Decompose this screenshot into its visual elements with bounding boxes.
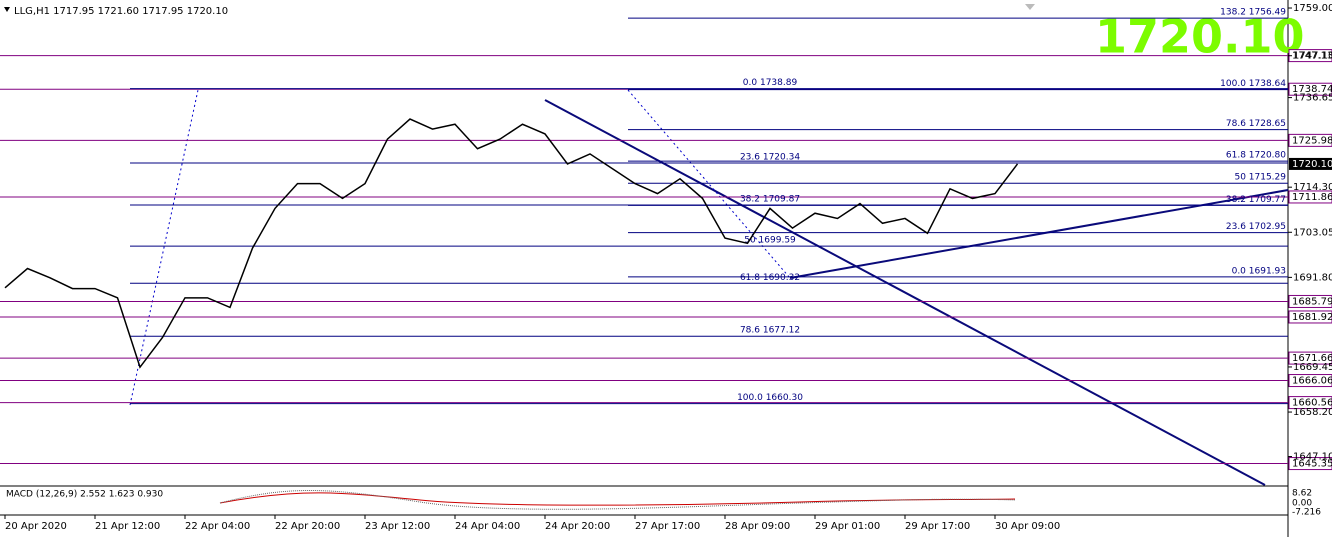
x-tick-label: 20 Apr 2020 xyxy=(5,521,67,532)
fib-label: 61.8 1720.80 xyxy=(1226,151,1286,161)
y-tick-label: 1647.10 xyxy=(1293,452,1332,463)
fib-label: 23.6 1720.34 xyxy=(740,152,800,162)
y-tick-label: 1669.45 xyxy=(1293,362,1332,373)
fib-anchor xyxy=(627,89,791,279)
fib-label: 38.2 1709.77 xyxy=(1226,195,1286,205)
x-tick-label: 30 Apr 09:00 xyxy=(995,521,1060,532)
y-tick-label: 1736.65 xyxy=(1293,93,1332,104)
macd-signal xyxy=(219,492,1016,506)
trend-line xyxy=(544,99,1266,486)
x-tick-label: 21 Apr 12:00 xyxy=(95,521,160,532)
fib-label: 100.0 1738.64 xyxy=(1220,79,1286,89)
y-tick-label: 1703.05 xyxy=(1293,227,1332,238)
level-box xyxy=(1288,190,1332,204)
level-label: 1681.92 xyxy=(1292,312,1332,323)
level-box xyxy=(1288,82,1332,96)
current-price-box xyxy=(1289,157,1332,170)
current-price-label: 1720.10 xyxy=(1292,159,1332,170)
level-label: 1660.56 xyxy=(1292,398,1332,409)
level-label: 1711.86 xyxy=(1292,192,1332,203)
fib-label: 100.0 1660.30 xyxy=(737,393,803,403)
macd-tick: 8.62 xyxy=(1292,489,1312,499)
fib-anchor xyxy=(129,89,199,406)
x-tick-label: 28 Apr 09:00 xyxy=(725,521,790,532)
level-label: 1738.74 xyxy=(1292,84,1332,95)
level-label: 1645.35 xyxy=(1292,459,1332,470)
level-box xyxy=(1288,457,1332,471)
y-tick-label: 1714.30 xyxy=(1293,182,1332,193)
y-tick-label: 1691.80 xyxy=(1293,272,1332,283)
level-box xyxy=(1288,133,1332,147)
price-line xyxy=(4,118,1019,369)
level-box xyxy=(1288,374,1332,388)
level-label: 1747.13 xyxy=(1292,51,1332,62)
fib-label: 0.0 1738.89 xyxy=(743,78,798,88)
level-label: 1685.79 xyxy=(1292,296,1332,307)
x-tick-label: 22 Apr 04:00 xyxy=(185,521,250,532)
level-box xyxy=(1288,294,1332,308)
level-label: 1671.66 xyxy=(1292,353,1332,364)
x-tick-label: 22 Apr 20:00 xyxy=(275,521,340,532)
fib-label: 50 1699.59 xyxy=(744,236,796,246)
chart-title: LLG,H1 1717.95 1721.60 1717.95 1720.10 xyxy=(14,6,228,17)
macd-tick: -7.216 xyxy=(1292,508,1321,518)
fib-label: 50 1715.29 xyxy=(1234,173,1286,183)
y-tick-label: 1759.00 xyxy=(1293,3,1332,14)
fib-label: 138.2 1756.49 xyxy=(1220,8,1286,18)
x-tick-label: 29 Apr 01:00 xyxy=(815,521,880,532)
level-box xyxy=(1288,310,1332,324)
level-box xyxy=(1288,351,1332,365)
macd-label: MACD (12,26,9) 2.552 1.623 0.930 xyxy=(6,490,163,500)
y-tick-label: 1747.10 xyxy=(1293,51,1332,62)
x-tick-label: 29 Apr 17:00 xyxy=(905,521,970,532)
x-tick-label: 24 Apr 20:00 xyxy=(545,521,610,532)
macd-tick: 0.00 xyxy=(1292,499,1312,509)
level-label: 1666.06 xyxy=(1292,376,1332,387)
level-label: 1725.98 xyxy=(1292,135,1332,146)
fib-label: 0.0 1691.93 xyxy=(1232,266,1286,276)
x-tick-label: 23 Apr 12:00 xyxy=(365,521,430,532)
fib-label: 23.6 1702.95 xyxy=(1226,222,1286,232)
x-tick-label: 24 Apr 04:00 xyxy=(455,521,520,532)
macd-histogram xyxy=(219,490,1016,510)
menu-arrow xyxy=(4,7,10,12)
y-tick-label: 1658.20 xyxy=(1293,407,1332,418)
fib-label: 61.8 1690.32 xyxy=(740,273,800,283)
fib-label: 38.2 1709.87 xyxy=(740,194,800,204)
scroll-arrow xyxy=(1025,4,1035,10)
fib-label: 78.6 1728.65 xyxy=(1226,119,1286,129)
level-box xyxy=(1288,396,1332,410)
fib-label: 78.6 1677.12 xyxy=(740,326,800,336)
x-tick-label: 27 Apr 17:00 xyxy=(635,521,700,532)
